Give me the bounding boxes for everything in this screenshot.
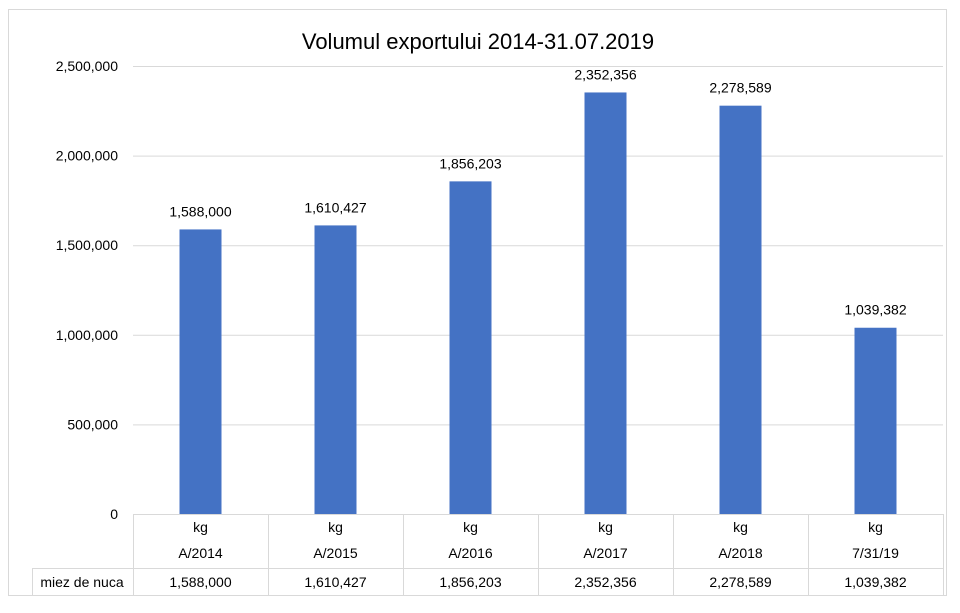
y-tick-label: 1,000,000 <box>56 327 118 343</box>
table-value: 1,039,382 <box>844 574 906 590</box>
x-category-label: A/2018 <box>718 545 763 561</box>
data-label: 1,856,203 <box>439 155 501 171</box>
data-label: 2,278,589 <box>709 80 771 96</box>
x-unit-label: kg <box>193 519 208 535</box>
x-unit-label: kg <box>868 519 883 535</box>
x-category-label: A/2015 <box>313 545 358 561</box>
table-value: 1,610,427 <box>304 574 366 590</box>
y-tick-label: 2,000,000 <box>56 148 118 164</box>
bar <box>719 105 762 514</box>
y-tick-label: 0 <box>110 506 118 522</box>
x-unit-label: kg <box>733 519 748 535</box>
bar <box>314 225 357 514</box>
table-value: 2,278,589 <box>709 574 771 590</box>
y-tick-label: 1,500,000 <box>56 237 118 253</box>
series-name-miez-de-nuca: miez de nuca <box>40 574 123 590</box>
x-unit-label: kg <box>598 519 613 535</box>
x-unit-label: kg <box>463 519 478 535</box>
table-value: 1,856,203 <box>439 574 501 590</box>
x-unit-label: kg <box>328 519 343 535</box>
data-label: 2,352,356 <box>574 66 636 82</box>
x-category-label: A/2014 <box>178 545 223 561</box>
x-category-label: A/2016 <box>448 545 493 561</box>
x-category-label: 7/31/19 <box>852 545 899 561</box>
bar <box>854 327 897 514</box>
data-label: 1,039,382 <box>844 302 906 318</box>
table-value: 1,588,000 <box>169 574 231 590</box>
data-label: 1,610,427 <box>304 199 366 215</box>
bar <box>449 181 492 515</box>
y-tick-label: 2,500,000 <box>56 58 118 74</box>
chart-title: Volumul exportului 2014-31.07.2019 <box>302 29 654 54</box>
bar <box>584 92 627 515</box>
y-tick-label: 500,000 <box>67 416 118 432</box>
bar <box>179 229 222 514</box>
x-category-label: A/2017 <box>583 545 628 561</box>
table-value: 2,352,356 <box>574 574 636 590</box>
data-label: 1,588,000 <box>169 203 231 219</box>
